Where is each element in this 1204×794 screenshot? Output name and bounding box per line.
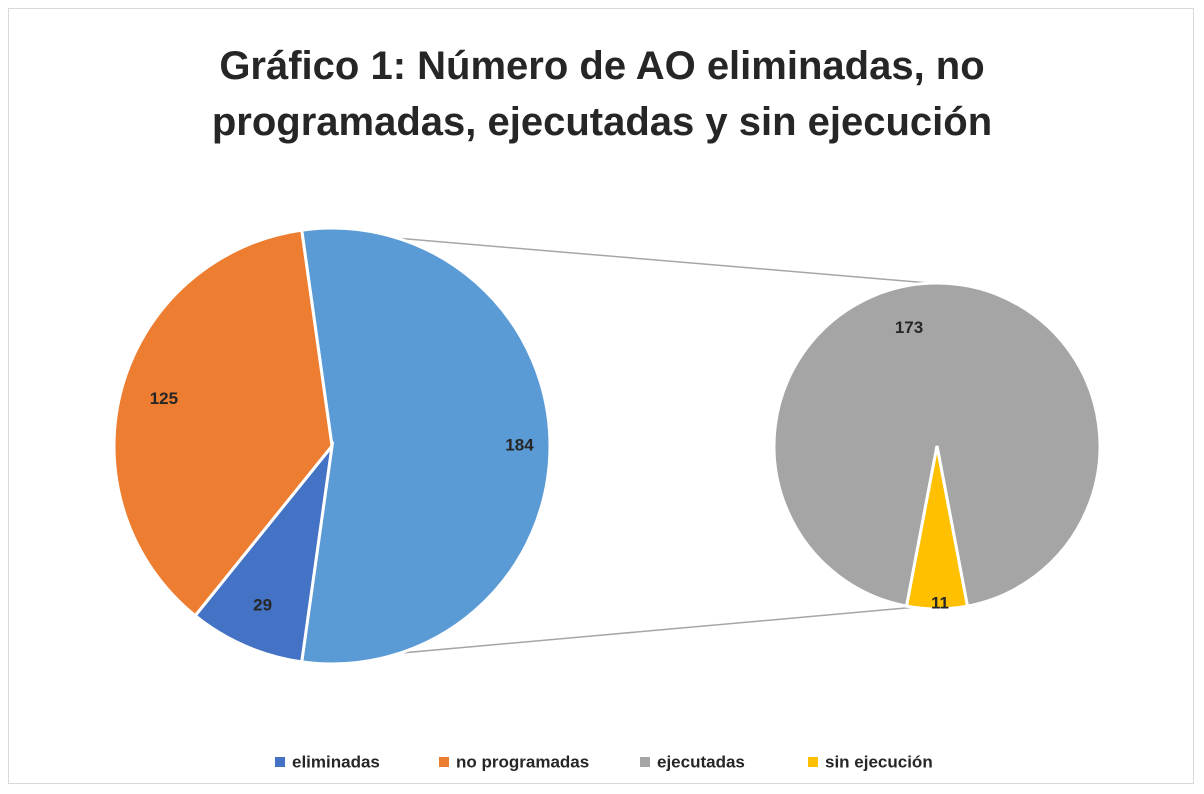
legend-label: no programadas [456,752,589,771]
legend-label: ejecutadas [657,752,745,771]
legend-label: eliminadas [292,752,380,771]
data-label: 173 [895,318,923,337]
pie-slice [300,226,552,666]
legend-key [808,757,818,767]
data-label: 184 [505,435,534,454]
legend-key [275,757,285,767]
legend-key [640,757,650,767]
chart-title: Gráfico 1: Número de AO eliminadas, no p… [211,44,993,144]
pie-slice [112,228,334,618]
legend-key [439,757,449,767]
data-label: 29 [253,596,272,615]
chart-frame [8,8,1194,784]
data-label: 125 [150,389,178,408]
pie-slice [193,440,335,664]
pie-slice [904,445,970,611]
connector-line [301,229,930,284]
data-label: 11 [931,594,949,613]
legend-label: sin ejecución [825,752,933,771]
pie-slice [772,281,1102,608]
